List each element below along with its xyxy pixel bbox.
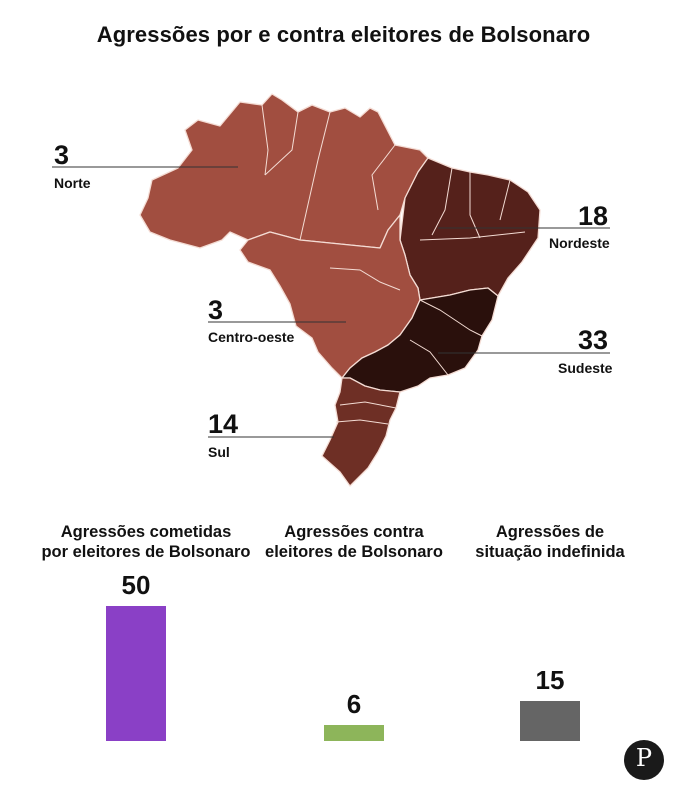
- bar-category-label-undefined: Agressões de situação indefinida: [475, 523, 625, 561]
- region-name-nordeste: Nordeste: [549, 235, 610, 251]
- region-name-sul: Sul: [208, 444, 230, 460]
- region-value-centro-oeste: 3: [208, 295, 224, 325]
- bar-by: [106, 606, 166, 741]
- bar-value-undefined: 15: [535, 664, 565, 695]
- bar-category-label-by: Agressões cometidas por eleitores de Bol…: [41, 523, 251, 561]
- state-borders: [261, 104, 526, 425]
- bar-undefined: [520, 700, 580, 741]
- brazil-region-map: [52, 93, 610, 487]
- bar-value-by: 50: [121, 570, 151, 600]
- region-shape-sul: [321, 377, 401, 487]
- logo-letter: P: [635, 744, 653, 772]
- publisher-logo-icon: P: [624, 740, 664, 780]
- region-value-norte: 3: [54, 140, 70, 170]
- page-title: Agressões por e contra eleitores de Bols…: [96, 22, 591, 47]
- region-name-norte: Norte: [54, 175, 91, 191]
- region-name-centro-oeste: Centro-oeste: [208, 329, 295, 345]
- region-shape-norte: [139, 93, 429, 249]
- region-value-nordeste: 18: [578, 201, 609, 231]
- bar-against: [324, 724, 384, 741]
- bar-value-against: 6: [346, 688, 362, 719]
- region-value-sul: 14: [208, 409, 239, 439]
- bar-category-label-against: Agressões contra eleitores de Bolsonaro: [265, 523, 443, 561]
- callout-lines: [52, 166, 610, 438]
- region-value-sudeste: 33: [578, 325, 609, 355]
- region-name-sudeste: Sudeste: [558, 360, 613, 376]
- region-shape-sudeste: [341, 287, 499, 393]
